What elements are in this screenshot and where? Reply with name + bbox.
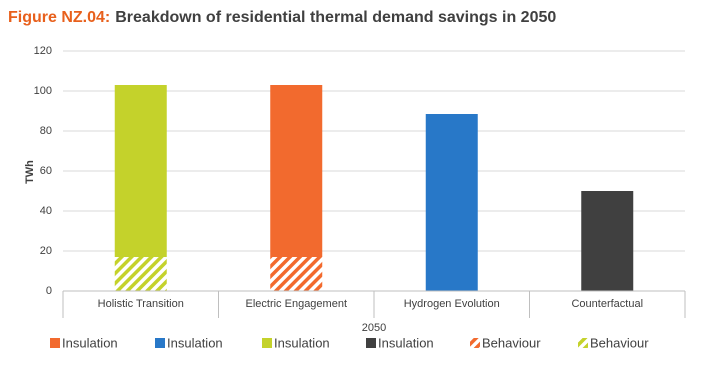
bar [270,257,323,291]
y-tick-label: 120 [34,45,52,57]
y-tick-label: 80 [40,125,52,137]
legend-label: Insulation [378,335,434,350]
legend-label: Insulation [62,335,118,350]
bar [581,191,634,291]
x-tick-label: Holistic Transition [98,298,184,310]
legend-swatch [155,338,165,348]
x-axis-title: 2050 [362,322,386,334]
legend-label: Insulation [167,335,223,350]
y-axis-title: TWh [24,160,36,184]
y-tick-label: 60 [40,165,52,177]
legend-label: Insulation [274,335,330,350]
chart-title: Figure NZ.04: Breakdown of residential th… [8,9,556,26]
x-tick-label: Hydrogen Evolution [404,298,500,310]
legend-label: Behaviour [590,335,649,350]
y-tick-label: 0 [46,285,52,297]
bar [114,257,167,291]
legend-swatch [470,338,480,348]
legend-swatch [262,338,272,348]
x-tick-label: Electric Engagement [246,298,348,310]
legend-swatch [366,338,376,348]
legend-label: Behaviour [482,335,541,350]
title-text: Breakdown of residential thermal demand … [115,9,556,26]
bar [114,85,167,257]
y-tick-label: 100 [34,85,52,97]
y-tick-label: 20 [40,245,52,257]
y-tick-label: 40 [40,205,52,217]
x-tick-label: Counterfactual [571,298,643,310]
legend-swatch [50,338,60,348]
legend-swatch [578,338,588,348]
title-prefix: Figure NZ.04: [8,9,110,26]
bar [425,114,478,291]
bar [270,85,323,257]
